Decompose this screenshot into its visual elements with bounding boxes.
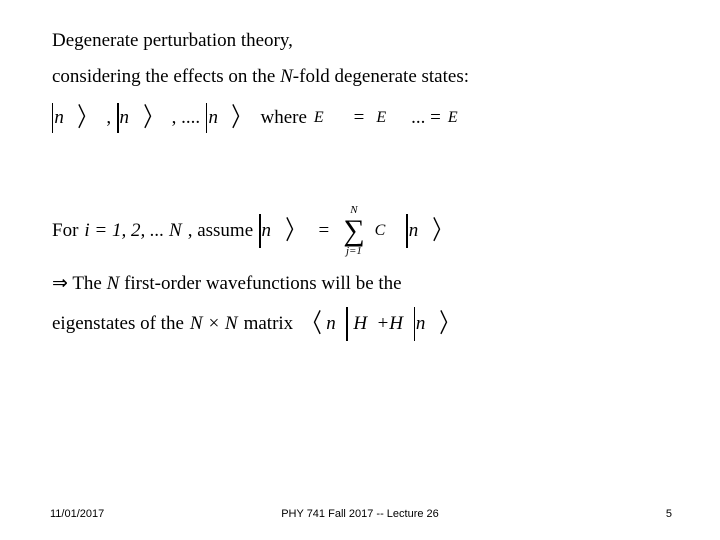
sym-ni1: n: [261, 220, 273, 242]
bra-nj: n: [325, 313, 337, 335]
iseq: i = 1, 2, ... N: [84, 220, 181, 242]
sym-n3: n: [207, 107, 219, 129]
coef-C: C: [374, 222, 387, 240]
slide-body: Degenerate perturbation theory, consider…: [52, 20, 680, 351]
var-N2: N: [107, 273, 120, 294]
plus: +: [378, 313, 389, 335]
eigen-line: eigenstates of the N × N matrix 〈 n H + …: [52, 307, 680, 341]
line-1: Degenerate perturbation theory,: [52, 26, 680, 56]
ket-nb0: n 〉: [117, 103, 165, 133]
sym-n2: n: [119, 107, 131, 129]
ket-nN0: n 〉: [206, 103, 254, 133]
states-line: n 〉 , n 〉 , .... n 〉 where E = E ... = E: [52, 103, 680, 133]
dots: , ....: [172, 107, 201, 129]
sum-bot: j=1: [346, 246, 362, 257]
assume-text: , assume: [188, 220, 253, 242]
implies-arrow: ⇒ The: [52, 273, 107, 294]
line2-lead: considering the effects on the: [52, 66, 280, 87]
slide-footer: 11/01/2017 PHY 741 Fall 2017 -- Lecture …: [0, 508, 720, 526]
ket-nj0: n 〉: [406, 214, 454, 248]
sum-symbol: N ∑ j=1: [343, 205, 364, 257]
E-nb: E: [375, 109, 387, 127]
eq2: =: [319, 220, 330, 242]
sym-nj0: n: [408, 220, 420, 242]
ket-ni1: n 〉: [259, 214, 307, 248]
comma1: ,: [106, 107, 111, 129]
var-N: N: [280, 66, 293, 87]
H1: H: [388, 313, 404, 335]
line-2: considering the effects on the N-fold de…: [52, 62, 680, 92]
line2-tail: -fold degenerate states:: [293, 66, 469, 87]
for-text: For: [52, 220, 78, 242]
implies-line: ⇒ The N first-order wavefunctions will b…: [52, 269, 680, 299]
ket-na0: n 〉: [52, 103, 100, 133]
NxN: N × N: [190, 313, 238, 335]
implies-tail: first-order wavefunctions will be the: [119, 273, 401, 294]
sym-n: n: [53, 107, 65, 129]
eq1: =: [354, 107, 365, 129]
eq-dots: ... =: [411, 107, 441, 129]
ket-ni: n: [415, 313, 427, 335]
E-nN: E: [447, 109, 459, 127]
eigen-mid: matrix: [244, 313, 294, 335]
where-text: where: [260, 107, 306, 129]
assume-line: For i = 1, 2, ... N , assume n 〉 = N ∑ j…: [52, 205, 680, 257]
matrix-element: 〈 n H + H n 〉: [299, 307, 462, 341]
footer-title: PHY 741 Fall 2017 -- Lecture 26: [0, 508, 720, 520]
footer-page: 5: [666, 508, 672, 520]
eigen-lead: eigenstates of the: [52, 313, 184, 335]
H0: H: [352, 313, 368, 335]
E-na: E: [313, 109, 325, 127]
